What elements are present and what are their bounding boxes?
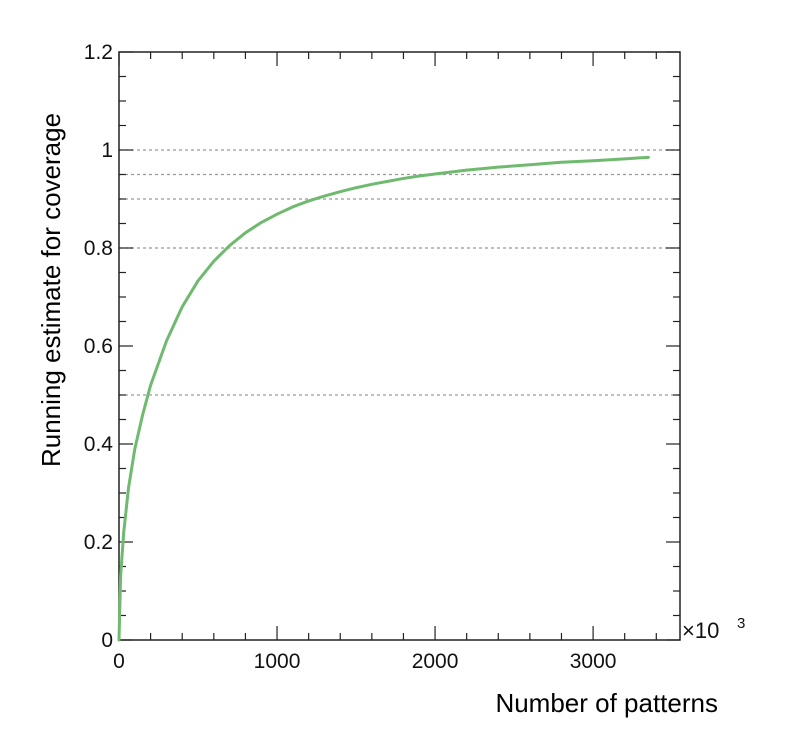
series-group <box>117 155 650 642</box>
y-tick-label: 0.6 <box>84 335 113 358</box>
x-tick-label: 1000 <box>254 650 301 673</box>
x-axis-title: Number of patterns <box>495 688 718 718</box>
y-tick-label: 1.2 <box>84 41 113 64</box>
y-tick-label: 1 <box>101 139 113 162</box>
x-multiplier-label: ×10 <box>682 618 719 643</box>
coverage-series-line <box>117 155 650 642</box>
y-tick-label: 0.4 <box>84 433 114 456</box>
y-axis-title: Running estimate for coverage <box>36 113 66 467</box>
plot-frame <box>118 51 681 641</box>
tick-labels: 0 1000 2000 3000 0 0.2 0.4 0.6 0.8 1 1.2 <box>84 41 617 673</box>
axis-ticks <box>118 51 680 641</box>
x-tick-label: 3000 <box>570 650 617 673</box>
y-tick-label: 0.8 <box>84 237 113 260</box>
x-multiplier-exponent: 3 <box>737 615 745 632</box>
y-tick-label: 0.2 <box>84 531 113 554</box>
x-tick-label: 2000 <box>412 650 459 673</box>
plot-border <box>118 51 681 641</box>
x-tick-label: 0 <box>113 650 125 673</box>
y-tick-label: 0 <box>101 629 113 652</box>
